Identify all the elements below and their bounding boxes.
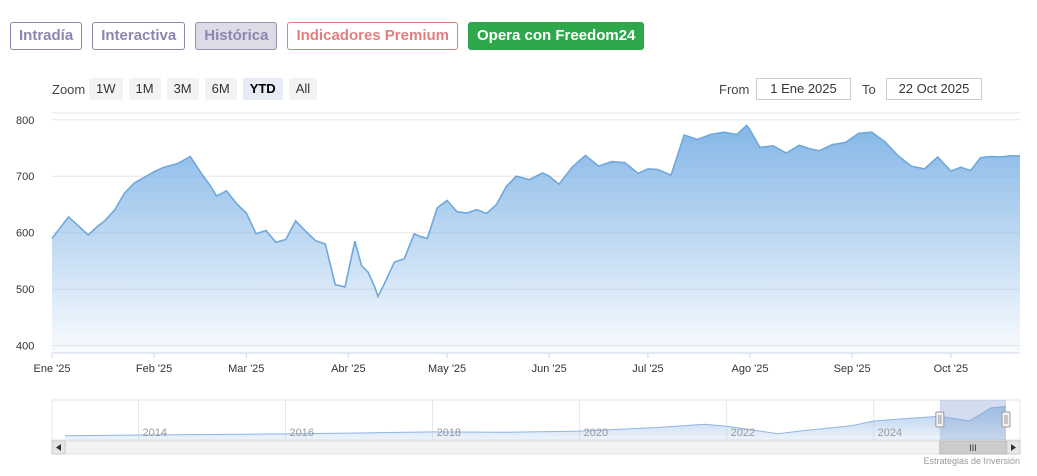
y-tick-label: 500 (16, 284, 34, 296)
x-tick-label: May '25 (428, 363, 466, 375)
navigator-selection[interactable] (939, 400, 1006, 440)
navigator-area (65, 406, 1006, 440)
scrollbar-track[interactable] (51, 440, 1021, 455)
navigator[interactable]: 2014 2016 2018 2020 2022 2024 (51, 399, 1021, 441)
zoom-3m-button[interactable]: 3M (166, 78, 199, 100)
x-tick-label: Ago '25 (732, 363, 769, 375)
scrollbar[interactable]: III (51, 440, 1021, 455)
price-line (51, 124, 1020, 299)
tab-intradia[interactable]: Intradía (10, 22, 83, 50)
navigator-handle-left[interactable] (935, 411, 945, 428)
x-tick-label: Jul '25 (632, 363, 663, 375)
navigator-tick-label: 2022 (731, 427, 755, 439)
tab-historica[interactable]: Histórica (195, 22, 278, 50)
zoom-1m-button[interactable]: 1M (128, 78, 161, 100)
navigator-tick-label: 2024 (878, 427, 902, 439)
arrow-left-icon (56, 444, 61, 451)
zoom-all-button[interactable]: All (288, 78, 318, 100)
navigator-handle-right[interactable] (1001, 411, 1011, 428)
from-label: From (719, 82, 750, 97)
x-tick-label: Ene '25 (34, 363, 71, 375)
zoom-label: Zoom (52, 82, 86, 97)
tab-interactiva[interactable]: Interactiva (92, 22, 186, 50)
x-tick-label: Feb '25 (136, 363, 172, 375)
navigator-tick-label: 2016 (290, 427, 314, 439)
y-tick-label: 700 (16, 171, 34, 183)
x-tick-label: Abr '25 (331, 363, 366, 375)
price-area (52, 125, 1020, 354)
to-label: To (862, 82, 876, 97)
x-tick-label: Sep '25 (834, 363, 871, 375)
x-tick-label: Oct '25 (934, 363, 969, 375)
zoom-1w-button[interactable]: 1W (89, 78, 123, 100)
y-tick-label: 400 (16, 341, 34, 353)
from-date-input[interactable]: 1 Ene 2025 (756, 78, 851, 100)
navigator-tick-label: 2014 (143, 427, 167, 439)
navigator-tick-label: 2018 (437, 427, 461, 439)
navigator-tick-label: 2020 (584, 427, 608, 439)
zoom-ytd-button[interactable]: YTD (242, 78, 283, 100)
navigator-line (64, 406, 1007, 437)
y-tick-label: 800 (16, 115, 34, 127)
zoom-6m-button[interactable]: 6M (204, 78, 237, 100)
tab-indicadores-premium[interactable]: Indicadores Premium (287, 22, 458, 50)
arrow-right-icon (1011, 444, 1016, 451)
opera-freedom24-button[interactable]: Opera con Freedom24 (468, 22, 645, 50)
x-tick-label: Mar '25 (228, 363, 264, 375)
credit-text: Estrategias de Inversión (923, 456, 1020, 466)
zoom-buttons: 1W 1M 3M 6M YTD All (89, 78, 323, 100)
x-tick-label: Jun '25 (532, 363, 567, 375)
y-tick-label: 600 (16, 228, 34, 240)
scrollbar-thumb[interactable] (939, 440, 1007, 455)
scrollbar-grip-icon: III (969, 443, 977, 453)
to-date-input[interactable]: 22 Oct 2025 (886, 78, 982, 100)
